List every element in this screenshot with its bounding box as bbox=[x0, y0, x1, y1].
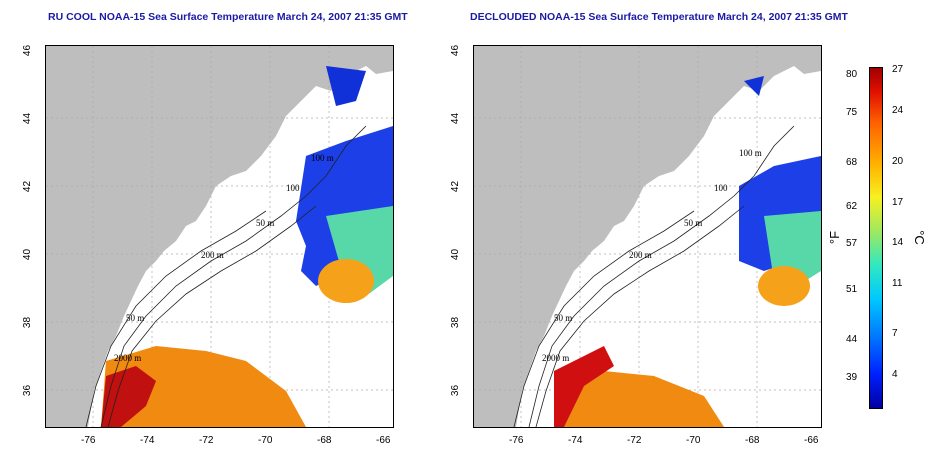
x-tick: -68 bbox=[317, 435, 332, 446]
warm-eddy bbox=[318, 259, 374, 303]
fahrenheit-tick: 75 bbox=[846, 107, 858, 118]
x-tick: -72 bbox=[627, 435, 642, 446]
y-tick: 46 bbox=[22, 44, 34, 57]
y-tick: 46 bbox=[450, 44, 462, 57]
contour-label: 100 m bbox=[311, 153, 334, 163]
contour-label: 50 m bbox=[684, 218, 702, 228]
x-tick: -74 bbox=[140, 435, 155, 446]
temperature-colorbar bbox=[869, 67, 883, 409]
y-tick: 44 bbox=[450, 112, 462, 125]
y-tick: 38 bbox=[450, 316, 462, 329]
contour-label: 100 bbox=[286, 183, 300, 193]
x-tick: -66 bbox=[804, 435, 819, 446]
contour-label: 200 m bbox=[629, 250, 652, 260]
celsius-tick: 4 bbox=[892, 369, 898, 380]
x-tick: -66 bbox=[376, 435, 391, 446]
gulf-stream-water bbox=[554, 371, 724, 427]
fahrenheit-tick: 44 bbox=[846, 334, 858, 345]
x-tick: -70 bbox=[258, 435, 273, 446]
celsius-unit-label: °C bbox=[911, 230, 927, 245]
left-sst-map[interactable]: 100 m 100 50 m 200 m 50 m 2000 m bbox=[45, 45, 394, 428]
contour-label: 2000 m bbox=[114, 353, 141, 363]
y-tick: 38 bbox=[22, 316, 34, 329]
hot-core bbox=[101, 366, 156, 427]
contour-label: 200 m bbox=[201, 250, 224, 260]
y-tick: 40 bbox=[450, 248, 462, 261]
northern-cold-patch bbox=[744, 76, 764, 96]
y-tick: 44 bbox=[22, 112, 34, 125]
contour-label: 100 m bbox=[739, 148, 762, 158]
fahrenheit-unit-label: °F bbox=[827, 230, 843, 245]
contour-label: 50 m bbox=[256, 218, 274, 228]
fahrenheit-tick: 39 bbox=[846, 372, 858, 383]
fahrenheit-tick: 62 bbox=[846, 201, 858, 212]
northern-cold-patch bbox=[326, 66, 366, 106]
contour-label: 100 bbox=[714, 183, 728, 193]
y-tick: 42 bbox=[450, 180, 462, 193]
fahrenheit-tick: 68 bbox=[846, 157, 858, 168]
fahrenheit-tick: 57 bbox=[846, 238, 858, 249]
fahrenheit-tick: 51 bbox=[846, 284, 858, 295]
y-tick: 36 bbox=[450, 384, 462, 397]
celsius-tick: 14 bbox=[892, 237, 904, 248]
contour-label: 2000 m bbox=[542, 353, 569, 363]
y-tick: 42 bbox=[22, 180, 34, 193]
gulf-stream-water bbox=[101, 346, 306, 427]
y-tick: 36 bbox=[22, 384, 34, 397]
left-map-title: RU COOL NOAA-15 Sea Surface Temperature … bbox=[48, 11, 408, 23]
contour-label: 50 m bbox=[554, 313, 572, 323]
fahrenheit-tick: 80 bbox=[846, 69, 858, 80]
celsius-tick: 7 bbox=[892, 328, 898, 339]
land-mass bbox=[46, 46, 393, 427]
x-tick: -70 bbox=[686, 435, 701, 446]
hot-core bbox=[554, 346, 614, 427]
celsius-tick: 27 bbox=[892, 64, 904, 75]
celsius-tick: 11 bbox=[892, 278, 903, 289]
celsius-tick: 20 bbox=[892, 156, 904, 167]
x-tick: -76 bbox=[509, 435, 524, 446]
contour-label: 50 m bbox=[126, 313, 144, 323]
right-sst-map[interactable]: 100 m 100 50 m 200 m 50 m 2000 m bbox=[473, 45, 822, 428]
warm-eddy bbox=[758, 266, 810, 306]
y-tick: 40 bbox=[22, 248, 34, 261]
celsius-tick: 17 bbox=[892, 197, 904, 208]
x-tick: -72 bbox=[199, 435, 214, 446]
celsius-tick: 24 bbox=[892, 105, 904, 116]
right-map-title: DECLOUDED NOAA-15 Sea Surface Temperatur… bbox=[470, 11, 848, 23]
x-tick: -74 bbox=[568, 435, 583, 446]
land-mass bbox=[474, 46, 821, 427]
x-tick: -76 bbox=[81, 435, 96, 446]
x-tick: -68 bbox=[745, 435, 760, 446]
